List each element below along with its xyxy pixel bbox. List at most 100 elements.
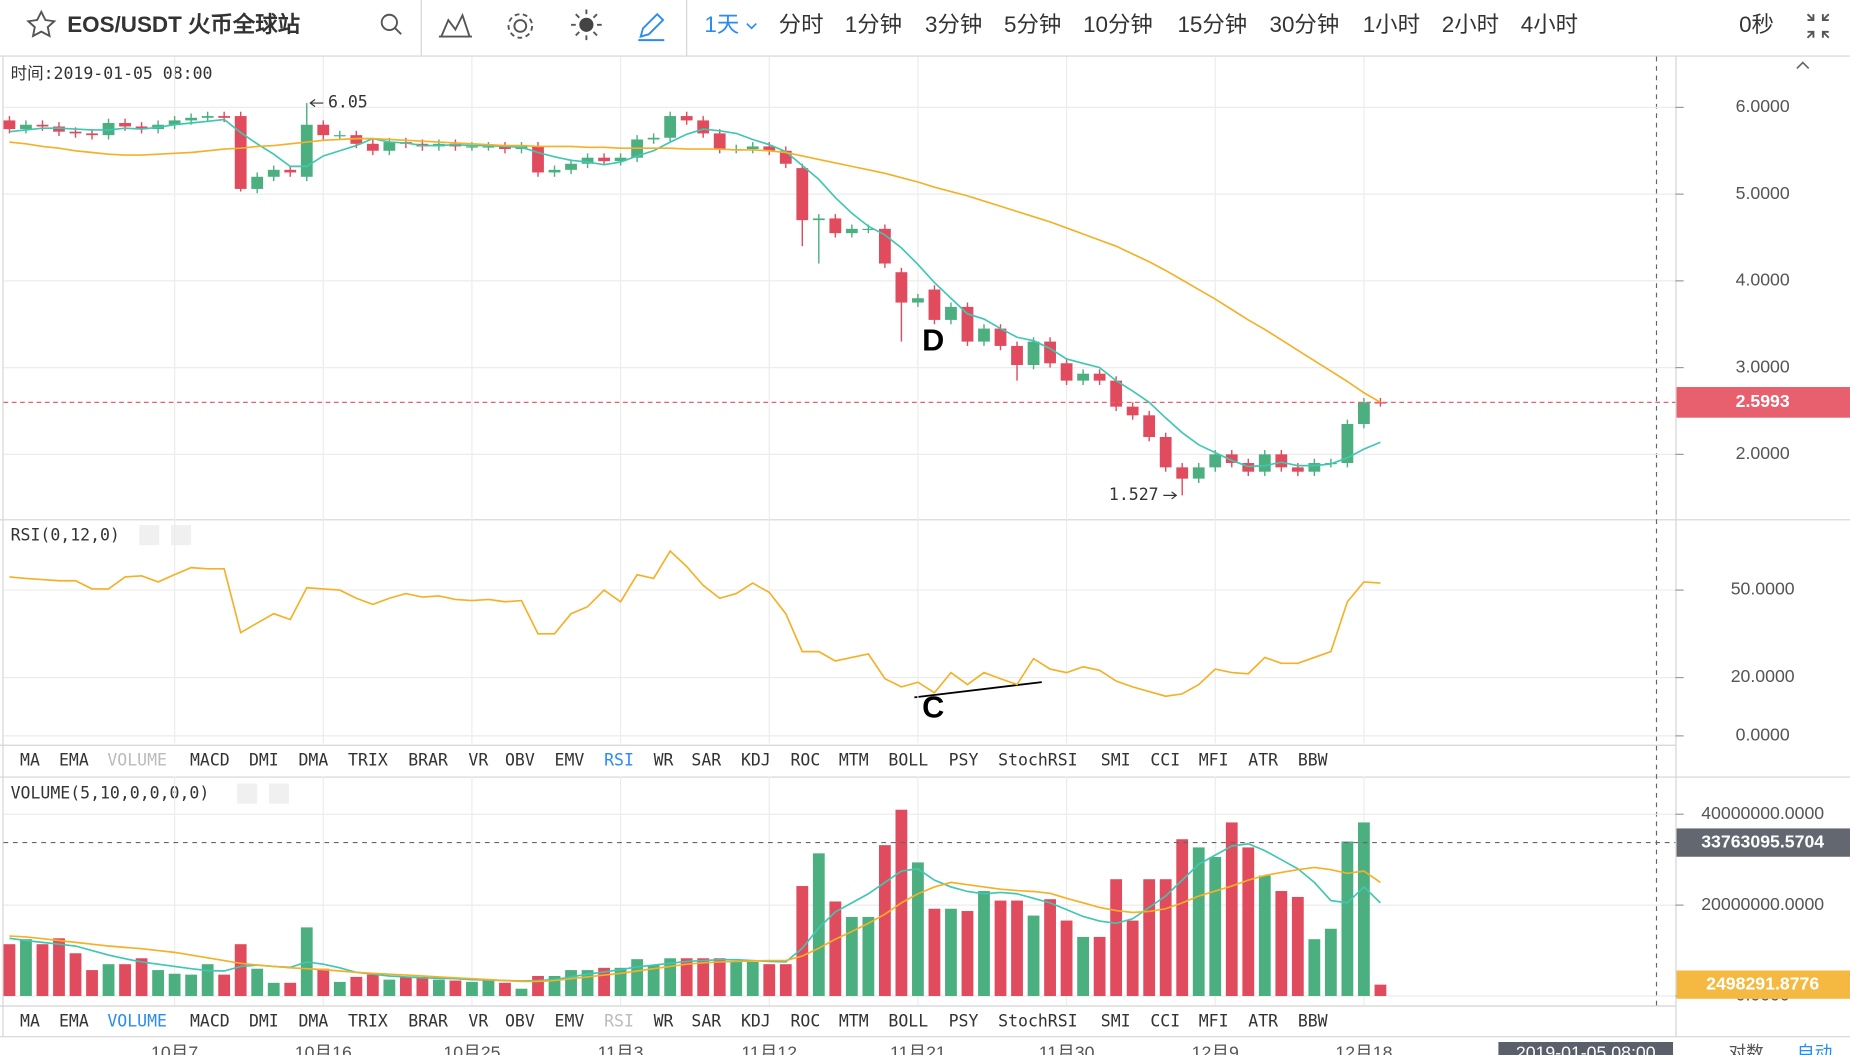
drawing-label: C xyxy=(922,690,944,724)
indicator-tab[interactable]: MTM xyxy=(839,751,869,770)
indicator-tab[interactable]: WR xyxy=(654,751,674,770)
indicator-tab[interactable]: TRIX xyxy=(348,751,388,770)
indicator-tab[interactable]: ROC xyxy=(790,1011,820,1030)
symbol-title[interactable]: EOS/USDT 火币全球站 xyxy=(67,11,300,37)
volume-bar xyxy=(333,981,346,996)
indicator-title: VOLUME(5,10,0,0,0,0) xyxy=(11,784,210,803)
candle-body xyxy=(333,135,346,137)
indicator-tab[interactable]: MACD xyxy=(190,751,230,770)
indicator-tab[interactable]: BOLL xyxy=(888,1011,928,1030)
indicator-tab[interactable]: MTM xyxy=(839,1011,869,1030)
indicator-tab[interactable]: DMA xyxy=(299,751,329,770)
indicator-tab[interactable]: EMV xyxy=(555,751,585,770)
indicator-tab[interactable]: BBW xyxy=(1298,1011,1328,1030)
interval-dropdown[interactable] xyxy=(746,23,757,30)
indicator-tab[interactable]: StochRSI xyxy=(998,751,1077,770)
indicator-tab[interactable]: VOLUME xyxy=(107,751,167,770)
candle-body xyxy=(829,218,842,234)
interval[interactable]: 1小时 xyxy=(1363,12,1420,37)
collapse-icon[interactable] xyxy=(1796,61,1810,70)
indicator-tab[interactable]: SMI xyxy=(1101,751,1131,770)
volume-bar xyxy=(664,958,677,996)
indicator-tab[interactable]: MFI xyxy=(1199,1011,1229,1030)
volume-bar xyxy=(119,964,131,996)
fullscreen-icon[interactable] xyxy=(1806,13,1830,39)
indicator-tab[interactable]: VR xyxy=(468,1011,488,1030)
indicator-tab[interactable]: CCI xyxy=(1150,1011,1180,1030)
interval[interactable]: 2小时 xyxy=(1442,12,1499,37)
y-tick-label: 20.0000 xyxy=(1731,666,1795,686)
candle-body xyxy=(532,146,544,173)
indicator-tab[interactable]: BRAR xyxy=(408,1011,448,1030)
candle-body xyxy=(1126,406,1139,416)
interval[interactable]: 10分钟 xyxy=(1083,12,1153,37)
toolbar: EOS/USDT 火币全球站 1天 0秒 分时 1分钟 3分钟 5分钟 10分钟 15分钟… xyxy=(0,0,1850,57)
indicator-close[interactable] xyxy=(269,783,290,804)
indicator-tab[interactable]: ATR xyxy=(1248,1011,1278,1030)
indicator-tab[interactable]: SAR xyxy=(691,751,721,770)
y-tick-label: 0.0000 xyxy=(1736,725,1790,745)
indicator-settings[interactable] xyxy=(139,525,160,546)
indicator-tab[interactable]: KDJ xyxy=(741,751,771,770)
draw-icon[interactable] xyxy=(638,12,665,42)
indicator-tab[interactable]: MA xyxy=(20,751,40,770)
indicator-tab[interactable]: WR xyxy=(654,1011,674,1030)
indicator-settings[interactable] xyxy=(237,783,258,804)
indicator-tab[interactable]: DMI xyxy=(249,1011,279,1030)
indicator-tab[interactable]: BBW xyxy=(1298,751,1328,770)
indicator-tab[interactable]: RSI xyxy=(604,751,634,770)
interval[interactable]: 5分钟 xyxy=(1004,12,1061,37)
indicator-tab[interactable]: BRAR xyxy=(408,751,448,770)
favorite-icon[interactable] xyxy=(26,9,57,38)
indicator-tab[interactable]: ATR xyxy=(1248,751,1278,770)
indicator-tab[interactable]: PSY xyxy=(949,751,979,770)
interval[interactable]: 15分钟 xyxy=(1177,12,1247,37)
indicator-tab[interactable]: SAR xyxy=(691,1011,721,1030)
indicator-tab[interactable]: DMA xyxy=(299,1011,329,1030)
indicator-tab[interactable]: TRIX xyxy=(348,1011,388,1030)
candle-body xyxy=(1077,373,1089,381)
indicator-tab[interactable]: KDJ xyxy=(741,1011,771,1030)
indicator-tab[interactable]: EMA xyxy=(59,1011,89,1030)
interval-active[interactable]: 1天 xyxy=(704,12,739,37)
indicator-tab[interactable]: ROC xyxy=(790,751,820,770)
candle-body xyxy=(1143,415,1156,438)
indicator-tab[interactable]: OBV xyxy=(505,751,535,770)
indicator-tab[interactable]: CCI xyxy=(1150,751,1180,770)
interval[interactable]: 1分钟 xyxy=(845,12,902,37)
indicator-tab[interactable]: PSY xyxy=(949,1011,979,1030)
candle-body xyxy=(69,131,82,134)
indicator-tab[interactable]: EMA xyxy=(59,751,89,770)
indicator-tab[interactable]: RSI xyxy=(604,1011,634,1030)
indicator-icon[interactable] xyxy=(438,12,472,38)
indicator-tab[interactable]: StochRSI xyxy=(998,1011,1077,1030)
indicator-tab[interactable]: BOLL xyxy=(888,751,928,770)
interval[interactable]: 30分钟 xyxy=(1270,12,1340,37)
settings-icon[interactable] xyxy=(513,19,528,33)
volume-bar xyxy=(168,973,181,996)
interval[interactable]: 3分钟 xyxy=(925,12,982,37)
theme-icon[interactable] xyxy=(579,17,594,32)
indicator-tab[interactable]: DMI xyxy=(249,751,279,770)
indicator-tab[interactable]: OBV xyxy=(505,1011,535,1030)
moving-average xyxy=(9,137,1381,404)
indicator-close[interactable] xyxy=(171,525,192,546)
interval[interactable]: 4小时 xyxy=(1521,12,1578,37)
auto-button[interactable]: 自动 xyxy=(1797,1042,1832,1055)
indicator-tab[interactable]: EMV xyxy=(555,1011,585,1030)
search-icon[interactable] xyxy=(380,13,398,32)
volume-bar xyxy=(1225,822,1238,996)
indicator-tab[interactable]: MFI xyxy=(1199,751,1229,770)
log-button[interactable]: 对数 xyxy=(1728,1042,1764,1055)
indicator-tab[interactable]: SMI xyxy=(1101,1011,1131,1030)
last-price-box xyxy=(1676,387,1850,418)
interval[interactable]: 分时 xyxy=(779,12,824,37)
volume-bar xyxy=(614,967,627,996)
volume-bar xyxy=(812,853,825,996)
countdown: 0秒 xyxy=(1739,12,1774,37)
indicator-tab[interactable]: MACD xyxy=(190,1011,230,1030)
indicator-tab[interactable]: MA xyxy=(20,1011,40,1030)
indicator-tab[interactable]: VR xyxy=(468,751,488,770)
indicator-tab[interactable]: VOLUME xyxy=(107,1011,167,1030)
